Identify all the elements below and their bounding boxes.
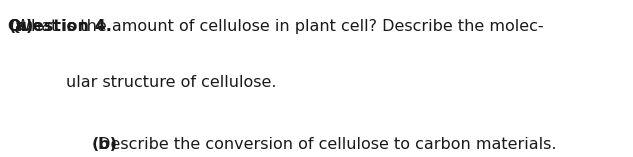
Text: Describe the conversion of cellulose to carbon materials.: Describe the conversion of cellulose to …	[93, 137, 556, 152]
Text: (b): (b)	[92, 137, 118, 152]
Text: What is the amount of cellulose in plant cell? Describe the molec-: What is the amount of cellulose in plant…	[9, 19, 543, 34]
Text: (a): (a)	[9, 19, 34, 34]
Text: Question 4.: Question 4.	[8, 19, 117, 34]
Text: ular structure of cellulose.: ular structure of cellulose.	[66, 75, 277, 90]
